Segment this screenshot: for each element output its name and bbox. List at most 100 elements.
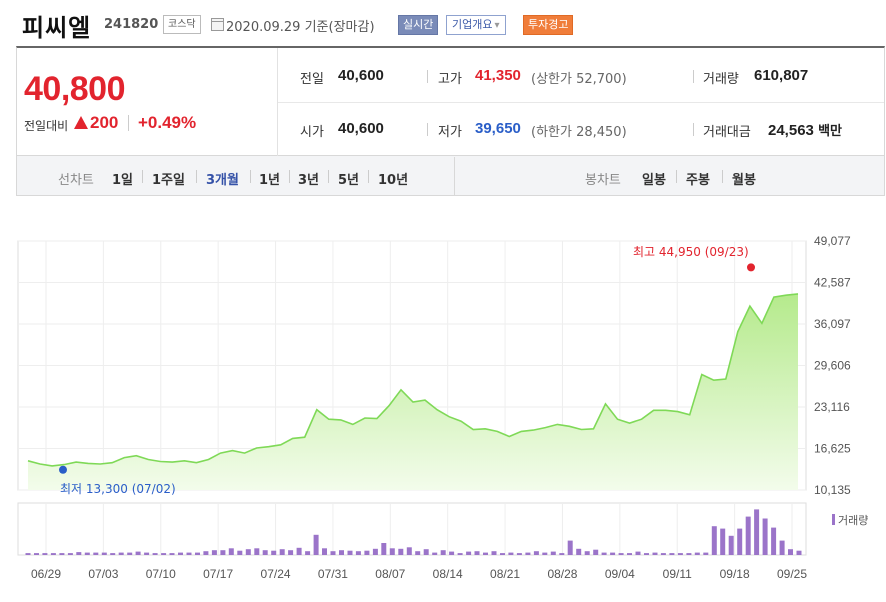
volume-bar bbox=[711, 526, 717, 555]
volume-bar bbox=[34, 553, 39, 555]
volume-bar bbox=[728, 535, 734, 555]
volume-bar bbox=[550, 551, 556, 555]
volume-bar bbox=[254, 548, 260, 555]
price-line bbox=[27, 293, 799, 467]
x-tick-label: 09/11 bbox=[663, 567, 692, 581]
x-tick-label: 07/03 bbox=[88, 567, 118, 581]
volume-bar bbox=[516, 553, 522, 555]
divider bbox=[196, 170, 197, 183]
x-tick-label: 09/18 bbox=[720, 567, 750, 581]
lower-limit: (하한가 28,450) bbox=[531, 125, 627, 140]
volume-bar bbox=[67, 553, 73, 555]
divider bbox=[368, 170, 369, 183]
stock-header: 피씨엘 241820 코스닥 2020.09.29 기준(장마감) 실시간 기업… bbox=[0, 0, 886, 46]
volume-bar bbox=[25, 553, 31, 555]
volume-bar bbox=[627, 553, 632, 555]
volume-bar bbox=[754, 509, 760, 555]
volume-bar bbox=[279, 549, 285, 555]
volume-bar bbox=[635, 551, 641, 555]
volume-label: 거래량 bbox=[703, 72, 739, 87]
volume-bar bbox=[525, 552, 531, 555]
volume-bar bbox=[610, 552, 616, 555]
volume-bar bbox=[220, 550, 226, 555]
volume-bar bbox=[406, 547, 412, 555]
volume-bar bbox=[127, 552, 133, 555]
volume-bar bbox=[669, 553, 675, 555]
amount-label: 거래대금 bbox=[703, 125, 751, 140]
divider bbox=[142, 170, 143, 183]
volume-bar bbox=[161, 553, 167, 555]
tab-weekly[interactable]: 주봉 bbox=[686, 173, 710, 188]
investment-warning-badge[interactable]: 투자경고 bbox=[523, 15, 574, 35]
volume-bar bbox=[601, 552, 607, 555]
candle-chart-label: 봉차트 bbox=[585, 173, 621, 188]
company-overview-button[interactable]: 기업개요 ▾ bbox=[446, 15, 506, 35]
stock-name: 피씨엘 bbox=[22, 14, 92, 42]
change-label: 전일대비 bbox=[24, 119, 69, 133]
volume-bar bbox=[169, 553, 175, 555]
volume-bar bbox=[694, 552, 700, 555]
volume-bar bbox=[228, 548, 234, 555]
volume-bar bbox=[355, 551, 361, 555]
x-tick-label: 07/31 bbox=[318, 567, 348, 581]
tab-5y[interactable]: 5년 bbox=[338, 173, 360, 188]
volume-bar bbox=[703, 552, 709, 555]
x-tick-label: 07/24 bbox=[261, 567, 291, 581]
volume-bar bbox=[288, 550, 294, 555]
volume-bar bbox=[152, 553, 158, 555]
volume-bar bbox=[237, 550, 243, 555]
divider bbox=[693, 123, 694, 136]
volume-bar bbox=[178, 552, 183, 555]
tab-daily[interactable]: 일봉 bbox=[642, 173, 666, 188]
volume-bar bbox=[567, 540, 573, 555]
volume-bar bbox=[432, 552, 438, 555]
volume-bar bbox=[737, 528, 743, 555]
volume-bar bbox=[339, 550, 344, 555]
realtime-button[interactable]: 실시간 bbox=[398, 15, 439, 35]
x-tick-label: 09/25 bbox=[777, 567, 807, 581]
tab-1d[interactable]: 1일 bbox=[112, 173, 134, 188]
low-marker bbox=[59, 465, 67, 474]
volume-bar bbox=[262, 550, 268, 555]
volume-bar bbox=[372, 548, 378, 555]
volume-bar bbox=[584, 551, 590, 555]
volume-bar bbox=[271, 550, 277, 555]
tab-3m[interactable]: 3개월 bbox=[206, 173, 239, 188]
prev-close-value: 40,600 bbox=[338, 67, 384, 84]
volume-bar bbox=[93, 552, 99, 555]
prev-close-label: 전일 bbox=[300, 72, 324, 87]
volume-bar bbox=[771, 527, 777, 555]
volume-bar bbox=[118, 552, 124, 555]
volume-bar bbox=[483, 552, 488, 555]
volume-bar bbox=[423, 549, 429, 555]
divider bbox=[693, 70, 694, 83]
volume-bar bbox=[466, 551, 472, 555]
volume-bar bbox=[76, 552, 82, 555]
divider bbox=[427, 123, 428, 136]
tab-monthly[interactable]: 월봉 bbox=[732, 173, 756, 188]
volume-bar bbox=[449, 551, 455, 555]
tab-1y[interactable]: 1년 bbox=[259, 173, 281, 188]
volume-bar bbox=[322, 548, 327, 555]
tab-3y[interactable]: 3년 bbox=[298, 173, 320, 188]
high-annotation: 최고 44,950 (09/23) bbox=[633, 245, 749, 259]
volume-bar bbox=[644, 553, 649, 555]
divider bbox=[676, 170, 677, 183]
up-triangle-icon bbox=[74, 116, 88, 129]
volume-bar bbox=[347, 550, 353, 555]
volume-bar bbox=[245, 549, 251, 555]
x-tick-label: 08/07 bbox=[375, 567, 405, 581]
volume-bar bbox=[305, 551, 311, 555]
current-price: 40,800 bbox=[24, 70, 126, 108]
low-value: 39,650 bbox=[475, 120, 521, 137]
volume-bar bbox=[313, 534, 319, 555]
tab-10y[interactable]: 10년 bbox=[378, 173, 409, 188]
tab-1w[interactable]: 1주일 bbox=[152, 173, 185, 188]
volume-legend: 거래량 bbox=[832, 512, 868, 528]
volume-bar bbox=[364, 550, 370, 555]
volume-bar bbox=[42, 553, 48, 555]
volume-legend-swatch bbox=[832, 514, 835, 525]
y-tick-label: 49,077 bbox=[814, 234, 851, 248]
volume-bar bbox=[144, 552, 150, 555]
